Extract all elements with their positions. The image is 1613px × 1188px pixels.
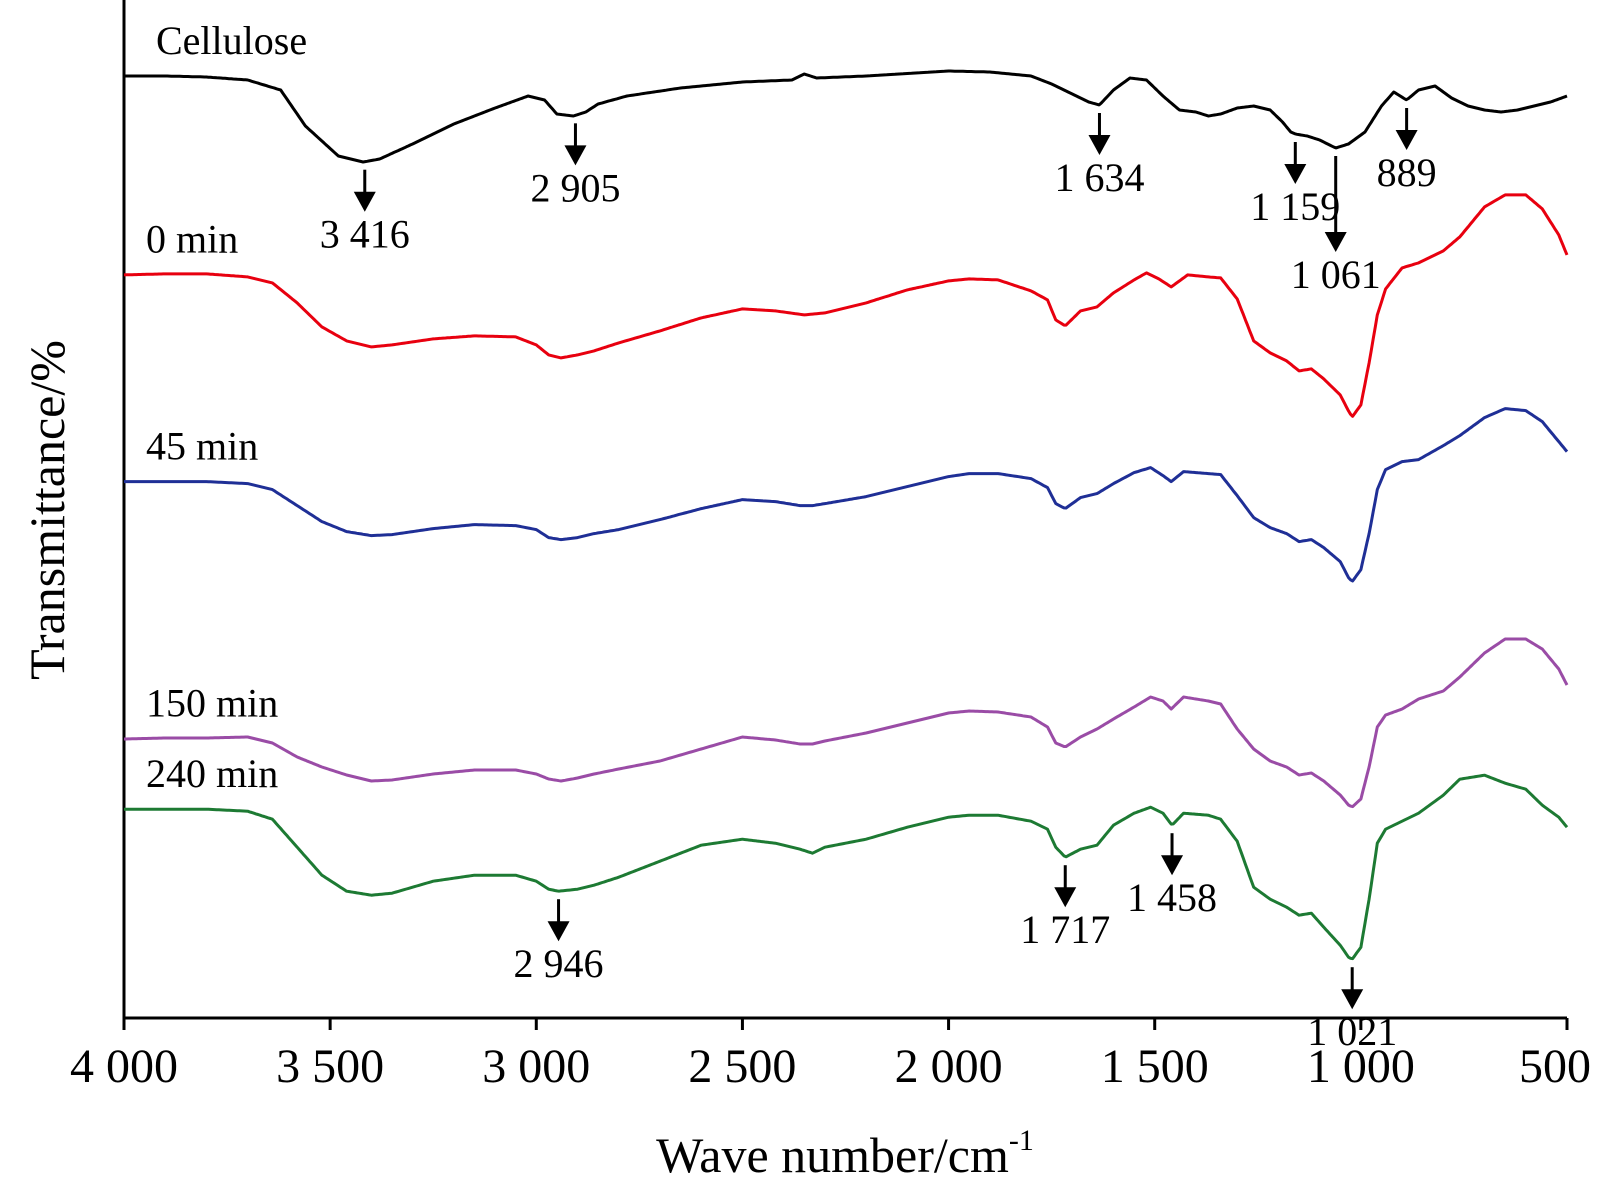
x-tick-label: 4 000 — [70, 1040, 178, 1093]
peak-annotation: 1 458 — [1127, 833, 1217, 920]
x-tick-label: 2 500 — [688, 1040, 796, 1093]
series-line-240-min — [124, 773, 1569, 961]
peak-arrow-head — [353, 191, 376, 212]
series-label: 150 min — [146, 681, 278, 726]
x-tick-label: 2 000 — [895, 1040, 1003, 1093]
series-label: Cellulose — [156, 18, 307, 63]
x-tick-label: 1 000 — [1307, 1040, 1415, 1093]
peak-arrow-head — [1284, 164, 1307, 184]
peak-label: 1 061 — [1291, 252, 1381, 297]
x-tick-label: 500 — [1519, 1040, 1591, 1093]
peak-annotation: 1 021 — [1307, 967, 1397, 1054]
x-tick-labels: 4 000 3 500 3 000 2 500 2 000 1 500 1 000 500 — [70, 1040, 1591, 1093]
peak-annotation: 1 717 — [1020, 865, 1110, 952]
peak-label: 889 — [1377, 150, 1437, 195]
peak-label: 1 634 — [1054, 155, 1144, 200]
peak-annotation: 889 — [1377, 108, 1437, 195]
peak-arrow-head — [1395, 130, 1418, 150]
peak-annotation: 2 905 — [530, 123, 620, 210]
peak-label: 3 416 — [320, 212, 410, 257]
x-tick-label: 3 500 — [276, 1040, 384, 1093]
series-line-cellulose — [124, 69, 1568, 164]
series-labels: Cellulose 0 min 45 min 150 min 240 min — [146, 18, 307, 796]
series-label: 45 min — [146, 424, 258, 469]
peak-arrow-head — [1088, 135, 1111, 155]
peak-annotations: 3 416 2 905 1 634 1 159 1 061 889 2 946 1 717 1 … — [320, 108, 1437, 1054]
peak-label: 2 905 — [530, 165, 620, 210]
series-line-0-min — [123, 193, 1569, 418]
y-axis-title: Transmittance/% — [19, 340, 75, 680]
peak-label: 1 159 — [1250, 184, 1340, 229]
peak-label: 1 717 — [1020, 907, 1110, 952]
peak-arrow-head — [1161, 855, 1184, 876]
series-line-45-min — [124, 407, 1569, 583]
peak-annotation: 1 159 — [1250, 142, 1340, 229]
peak-label: 2 946 — [514, 941, 604, 986]
peak-arrow-head — [564, 145, 587, 166]
x-axis-title-superscript: -1 — [1009, 1124, 1034, 1157]
peak-annotation: 1 061 — [1291, 156, 1381, 297]
peak-annotation: 3 416 — [320, 169, 410, 257]
x-tick-label: 1 500 — [1101, 1040, 1209, 1093]
x-ticks — [122, 1018, 1569, 1030]
peak-label: 1 458 — [1127, 875, 1217, 920]
peak-label: 1 021 — [1307, 1009, 1397, 1054]
series-label: 240 min — [146, 751, 278, 796]
peak-arrow-head — [1341, 989, 1364, 1010]
series-line-150-min — [124, 637, 1569, 809]
peak-arrow-head — [1324, 232, 1347, 252]
x-tick-label: 3 000 — [482, 1040, 590, 1093]
x-axis-title: Wave number/cm-1 — [656, 1124, 1034, 1183]
axes — [122, 0, 1567, 1020]
peak-annotation: 1 634 — [1054, 113, 1144, 200]
peak-arrow-head — [1054, 887, 1077, 908]
peak-arrow-head — [547, 921, 570, 942]
series-label: 0 min — [146, 216, 238, 261]
x-axis-title-text: Wave number/cm — [656, 1127, 1009, 1183]
series-lines — [123, 69, 1569, 961]
peak-annotation: 2 946 — [514, 899, 604, 986]
